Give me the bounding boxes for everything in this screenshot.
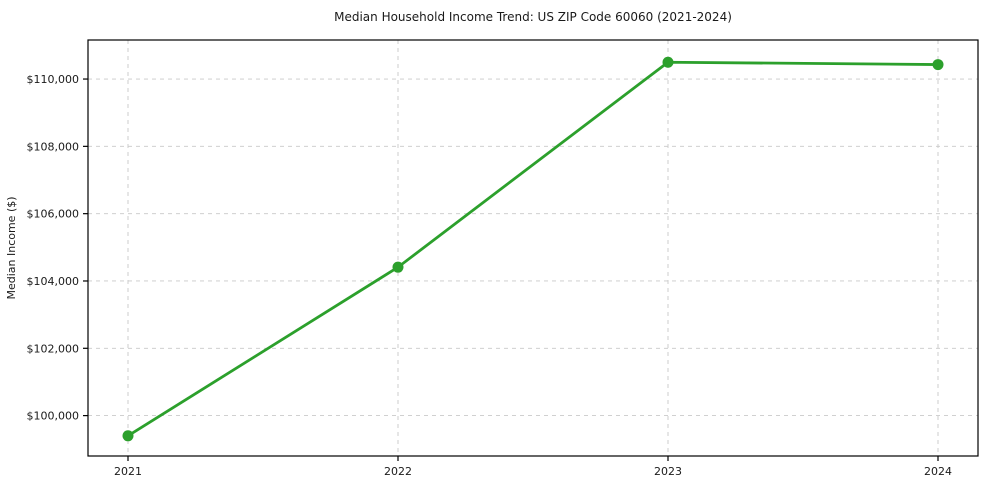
y-tick-label: $104,000 (27, 275, 80, 288)
data-series (122, 56, 944, 442)
chart-title: Median Household Income Trend: US ZIP Co… (334, 10, 732, 24)
x-tick-label: 2024 (924, 465, 952, 478)
x-tick-label: 2021 (114, 465, 142, 478)
x-tick-label: 2023 (654, 465, 682, 478)
x-tick-label: 2022 (384, 465, 412, 478)
axis-ticks (83, 78, 939, 461)
data-point (392, 261, 404, 273)
series-line (126, 60, 940, 438)
plot-border (87, 39, 979, 457)
data-point (932, 59, 944, 71)
axis-tick-labels: $100,000 $102,000 $104,000 $106,000 $108,000… (27, 73, 953, 478)
y-tick-label: $100,000 (27, 410, 80, 423)
y-tick-label: $108,000 (27, 140, 80, 153)
y-tick-label: $106,000 (27, 208, 80, 221)
y-tick-label: $110,000 (27, 73, 80, 86)
grid-lines (88, 40, 978, 456)
data-point (122, 430, 134, 442)
y-axis-label: Median Income ($) (5, 196, 18, 299)
y-tick-label: $102,000 (27, 342, 80, 355)
data-point (662, 56, 674, 68)
